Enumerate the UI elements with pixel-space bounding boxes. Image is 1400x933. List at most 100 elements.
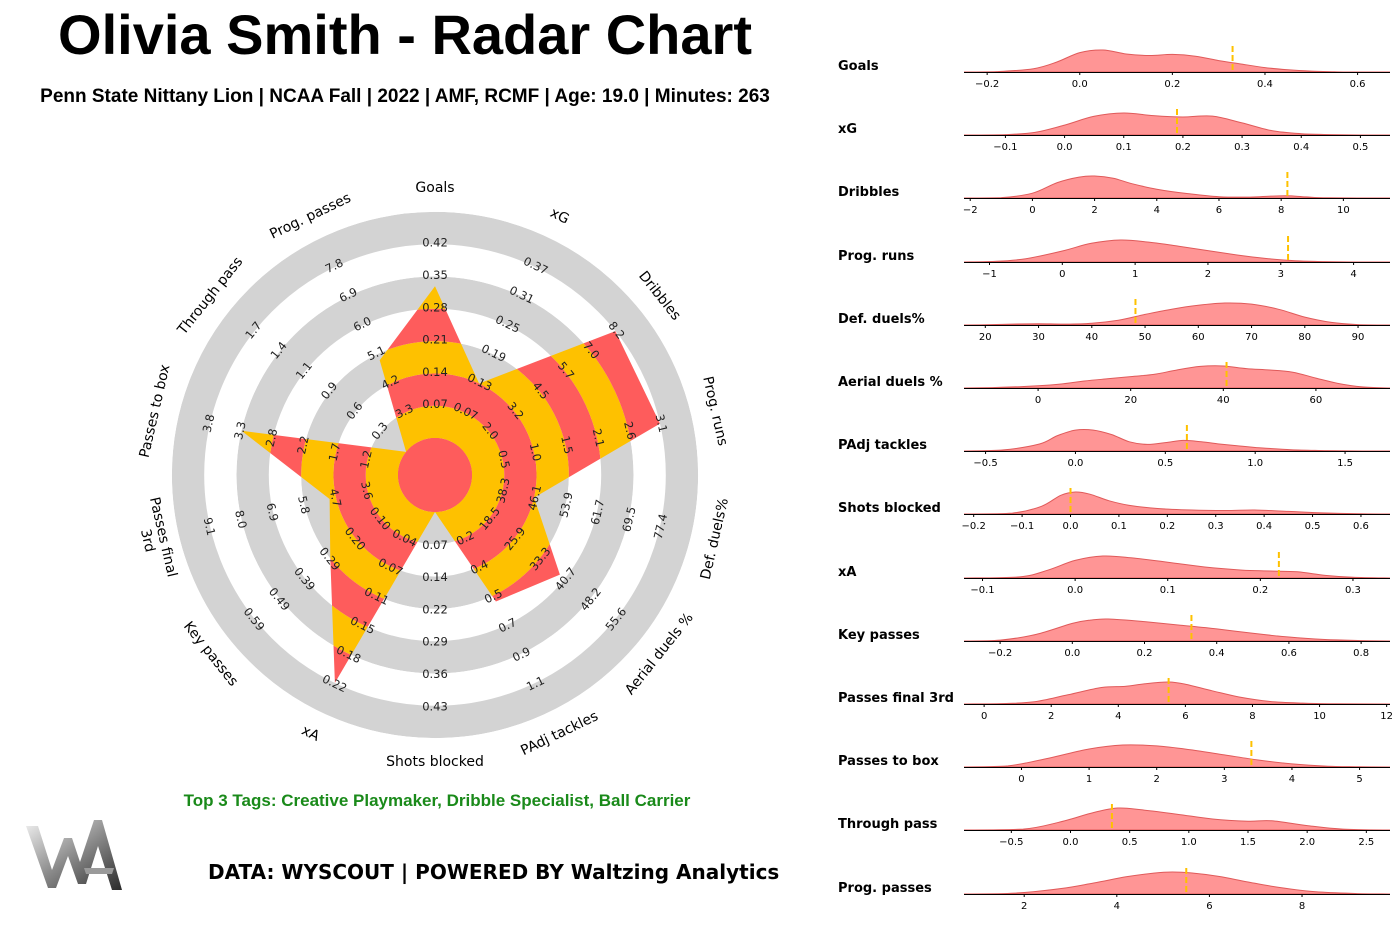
x-tick-label: −0.1	[1010, 521, 1034, 532]
radar-tick-label: 3.8	[200, 413, 218, 434]
x-tick-label: 12	[1380, 711, 1393, 722]
x-tick-label: 0.8	[1353, 648, 1369, 659]
distribution-row: −1 0 1 2 3 4	[963, 235, 1390, 280]
distribution-row: 0 2 4 6 8 10 12	[963, 678, 1393, 722]
distribution-row: −0.5 0.0 0.5 1.0 1.5	[963, 425, 1390, 469]
radar-tick-label: 38.3	[493, 476, 512, 504]
radar-tick-label: 9.1	[201, 516, 219, 537]
radar-tick-label: 1.2	[357, 449, 375, 470]
radar-tick-label: 2.8	[263, 427, 281, 448]
x-tick-label: 8	[1299, 901, 1305, 912]
radar-tick-label: 1.7	[326, 442, 344, 463]
density-area	[963, 302, 1391, 326]
radar-tick-label: 0.07	[422, 538, 448, 552]
x-tick-label: 0	[1035, 395, 1041, 406]
density-area	[963, 807, 1391, 831]
radar-tick-label: 46.1	[525, 484, 544, 512]
x-tick-label: 6	[1206, 901, 1212, 912]
radar-tick-label: 61.7	[588, 498, 607, 526]
x-tick-label: 0.2	[1175, 142, 1191, 153]
radar-tick-label: 77.4	[651, 512, 670, 540]
x-tick-label: 0.6	[1350, 79, 1366, 90]
x-tick-label: 0	[1018, 774, 1024, 785]
x-tick-label: 80	[1298, 332, 1311, 343]
distribution-label: Dribbles	[838, 185, 900, 201]
x-tick-label: 2	[1154, 774, 1160, 785]
wa-logo-icon	[26, 820, 122, 890]
x-tick-label: 20	[979, 332, 992, 343]
x-tick-label: 10	[1337, 205, 1350, 216]
distribution-label: Key passes	[838, 627, 920, 643]
radar-tick-label: 4.7	[327, 487, 345, 508]
distribution-label: Shots blocked	[838, 501, 941, 517]
radar-tick-label: 0.07	[422, 397, 448, 411]
radar-tick-label: 2.1	[590, 427, 608, 448]
x-tick-label: 0.2	[1137, 648, 1153, 659]
density-area	[963, 555, 1391, 579]
radar-tick-label: 0.29	[422, 635, 448, 649]
credit-text: DATA: WYSCOUT | POWERED BY Waltzing Anal…	[208, 860, 780, 884]
distribution-row: −0.5 0.0 0.5 1.0 1.5 2.0 2.5	[963, 804, 1391, 848]
x-tick-label: 0.3	[1208, 521, 1224, 532]
x-tick-label: 0	[981, 711, 987, 722]
x-tick-label: 60	[1192, 332, 1205, 343]
x-tick-label: 90	[1352, 332, 1365, 343]
distribution-label: xA	[838, 564, 857, 580]
x-tick-label: 5	[1356, 774, 1362, 785]
distribution-row: −0.2 0.0 0.2 0.4 0.6 0.8	[963, 614, 1391, 659]
radar-tick-label: 2.2	[294, 434, 312, 455]
distribution-label: Passes final 3rd	[838, 691, 954, 706]
x-tick-label: 50	[1139, 332, 1152, 343]
radar-tick-label: 69.5	[619, 505, 638, 533]
radar-tick-label: 0.35	[422, 268, 448, 282]
density-area	[963, 175, 1391, 199]
x-tick-label: 2.5	[1358, 837, 1374, 848]
x-tick-label: 4	[1350, 269, 1356, 280]
density-area	[963, 365, 1391, 389]
distribution-label: Prog. runs	[838, 248, 915, 264]
x-tick-label: 0.0	[1063, 521, 1079, 532]
radar-ring-band	[171, 211, 699, 739]
x-tick-label: 0.5	[1352, 142, 1368, 153]
radar-tick-label: 0.14	[422, 365, 448, 379]
radar-ring-band	[139, 179, 731, 771]
radar-param-label: xG	[547, 205, 571, 228]
x-tick-label: 8	[1249, 711, 1255, 722]
x-tick-label: 0.5	[1157, 458, 1173, 469]
density-area	[963, 239, 1390, 263]
x-tick-label: −0.5	[999, 837, 1023, 848]
x-tick-label: 8	[1278, 205, 1284, 216]
x-tick-label: 0.0	[1067, 458, 1083, 469]
x-tick-label: 0.3	[1234, 142, 1250, 153]
x-tick-label: 2	[1205, 269, 1211, 280]
x-tick-label: −1	[982, 269, 997, 280]
x-tick-label: 40	[1217, 395, 1230, 406]
x-tick-label: 0.0	[1072, 79, 1088, 90]
radar-param-label: Shots blocked	[386, 754, 484, 770]
x-tick-label: 3	[1221, 774, 1227, 785]
radar-center-dot	[398, 438, 472, 512]
distribution-label: Aerial duels %	[838, 375, 943, 390]
radar-ring-band	[204, 244, 666, 706]
x-tick-label: 0.1	[1111, 521, 1127, 532]
radar-tick-label: 2.6	[621, 420, 639, 441]
density-area	[963, 49, 1390, 73]
x-tick-label: 4	[1115, 711, 1121, 722]
x-tick-label: 4	[1114, 901, 1120, 912]
x-tick-label: −0.2	[962, 521, 986, 532]
radar-param-label: Goals	[415, 180, 454, 196]
x-tick-label: 0.5	[1122, 837, 1138, 848]
distribution-label: xG	[838, 122, 858, 138]
radar-tick-label: 8.0	[232, 509, 250, 530]
x-tick-label: 0.4	[1256, 521, 1272, 532]
x-tick-label: 0	[1059, 269, 1065, 280]
x-tick-label: 0.0	[1057, 142, 1073, 153]
radar-tick-label: 0.36	[422, 667, 448, 681]
distribution-row: −2 0 2 4 6 8 10	[963, 172, 1391, 216]
x-tick-label: 0.0	[1064, 648, 1080, 659]
x-tick-label: 0.4	[1293, 142, 1309, 153]
x-tick-label: 60	[1310, 395, 1323, 406]
x-tick-label: 0.2	[1159, 521, 1175, 532]
x-tick-label: 2.0	[1299, 837, 1315, 848]
x-tick-label: 70	[1245, 332, 1258, 343]
